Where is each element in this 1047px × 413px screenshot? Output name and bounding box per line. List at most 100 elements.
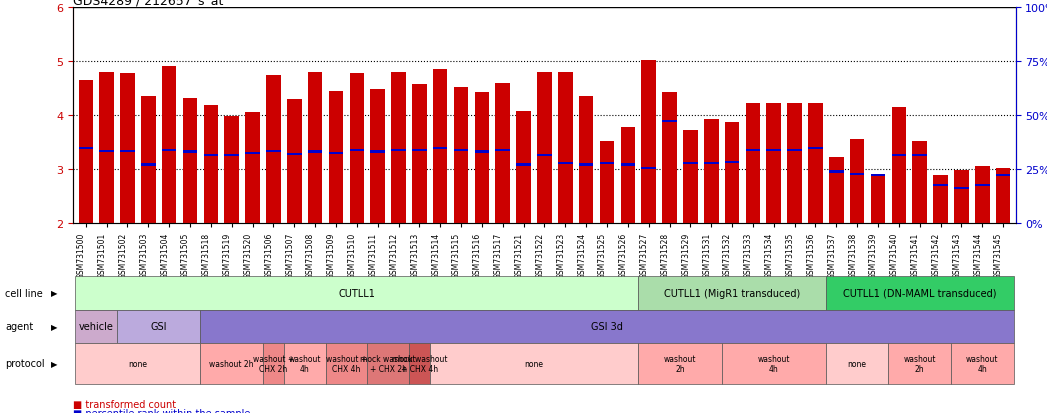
Text: none: none [525,359,543,368]
Bar [850,173,865,176]
Text: GSI 3d: GSI 3d [592,321,623,331]
Bar [871,175,886,177]
Bar [350,74,364,223]
Text: ■ transformed count: ■ transformed count [73,399,176,409]
Bar [371,90,385,223]
Bar [329,152,343,154]
Bar [954,187,968,189]
Text: washout
4h: washout 4h [288,354,321,373]
Bar [516,112,531,223]
Bar [558,73,573,223]
Bar [766,103,781,223]
Text: cell line: cell line [5,288,43,298]
Bar [392,73,406,223]
Bar [683,163,697,165]
Bar [933,176,948,223]
Bar [245,152,260,154]
Bar [787,104,802,223]
Bar [287,100,302,223]
Bar [704,119,718,223]
Bar [579,97,594,223]
Bar [808,104,823,223]
Bar [245,113,260,223]
Bar [579,164,594,166]
Bar [308,151,322,153]
Bar [141,164,156,166]
Text: protocol: protocol [5,358,45,368]
Bar [287,153,302,155]
Bar [162,67,177,223]
Text: agent: agent [5,321,34,331]
Bar [912,141,927,223]
Bar [600,163,615,165]
Bar [745,103,760,223]
Bar [413,150,427,152]
Bar [203,155,218,157]
Bar [266,75,281,223]
Bar [912,155,927,157]
Text: washout
2h: washout 2h [904,354,936,373]
Bar [516,164,531,166]
Text: none: none [848,359,867,368]
Text: CUTLL1 (MigR1 transduced): CUTLL1 (MigR1 transduced) [664,288,800,298]
Bar [495,150,510,152]
Bar [120,150,135,153]
Bar [453,150,468,152]
Bar [371,151,385,153]
Bar [975,167,989,223]
Bar [120,74,135,223]
Text: GDS4289 / 212657_s_at: GDS4289 / 212657_s_at [73,0,224,7]
Text: ▶: ▶ [51,359,58,368]
Bar [621,164,636,166]
Bar [829,171,844,173]
Bar [495,83,510,223]
Bar [621,128,636,223]
Bar [203,106,218,223]
Text: mock washout
+ CHX 4h: mock washout + CHX 4h [392,354,447,373]
Bar [392,150,406,152]
Bar [350,150,364,152]
Bar [933,184,948,187]
Bar [141,97,156,223]
Bar [329,91,343,223]
Text: CUTLL1: CUTLL1 [338,288,375,298]
Bar [600,141,615,223]
Bar [162,150,177,152]
Text: washout
4h: washout 4h [966,354,999,373]
Bar [662,121,676,123]
Bar [558,163,573,165]
Bar [642,167,656,169]
Bar [996,175,1010,177]
Bar [745,150,760,152]
Text: CUTLL1 (DN-MAML transduced): CUTLL1 (DN-MAML transduced) [843,288,997,298]
Bar [537,73,552,223]
Bar [662,93,676,223]
Bar [474,151,489,153]
Bar [99,73,114,223]
Bar [537,155,552,157]
Text: washout 2h: washout 2h [209,359,254,368]
Bar [892,155,906,157]
Text: GSI: GSI [151,321,168,331]
Bar [892,107,906,223]
Bar [183,98,197,223]
Text: ▶: ▶ [51,289,58,298]
Bar [474,93,489,223]
Bar [308,73,322,223]
Bar [683,131,697,223]
Text: mock washout
+ CHX 2h: mock washout + CHX 2h [360,354,416,373]
Bar [642,61,656,223]
Text: ■ percentile rank within the sample: ■ percentile rank within the sample [73,408,250,413]
Bar [266,150,281,153]
Bar [829,157,844,223]
Bar [183,151,197,153]
Bar [79,81,93,223]
Bar [850,140,865,223]
Bar [413,85,427,223]
Bar [954,171,968,223]
Text: washout +
CHX 2h: washout + CHX 2h [252,354,294,373]
Bar [704,163,718,165]
Bar [787,150,802,152]
Bar [79,148,93,150]
Bar [453,88,468,223]
